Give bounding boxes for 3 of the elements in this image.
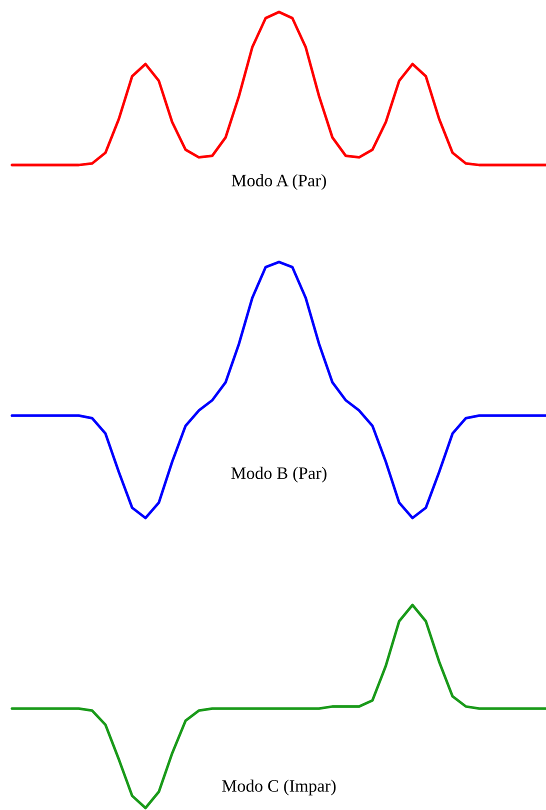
x-axis-title: Modo B (Par) <box>231 466 326 483</box>
x-axis-title: Modo C (Impar) <box>222 780 336 796</box>
x-axis-title: Modo A (Par) <box>232 174 326 190</box>
